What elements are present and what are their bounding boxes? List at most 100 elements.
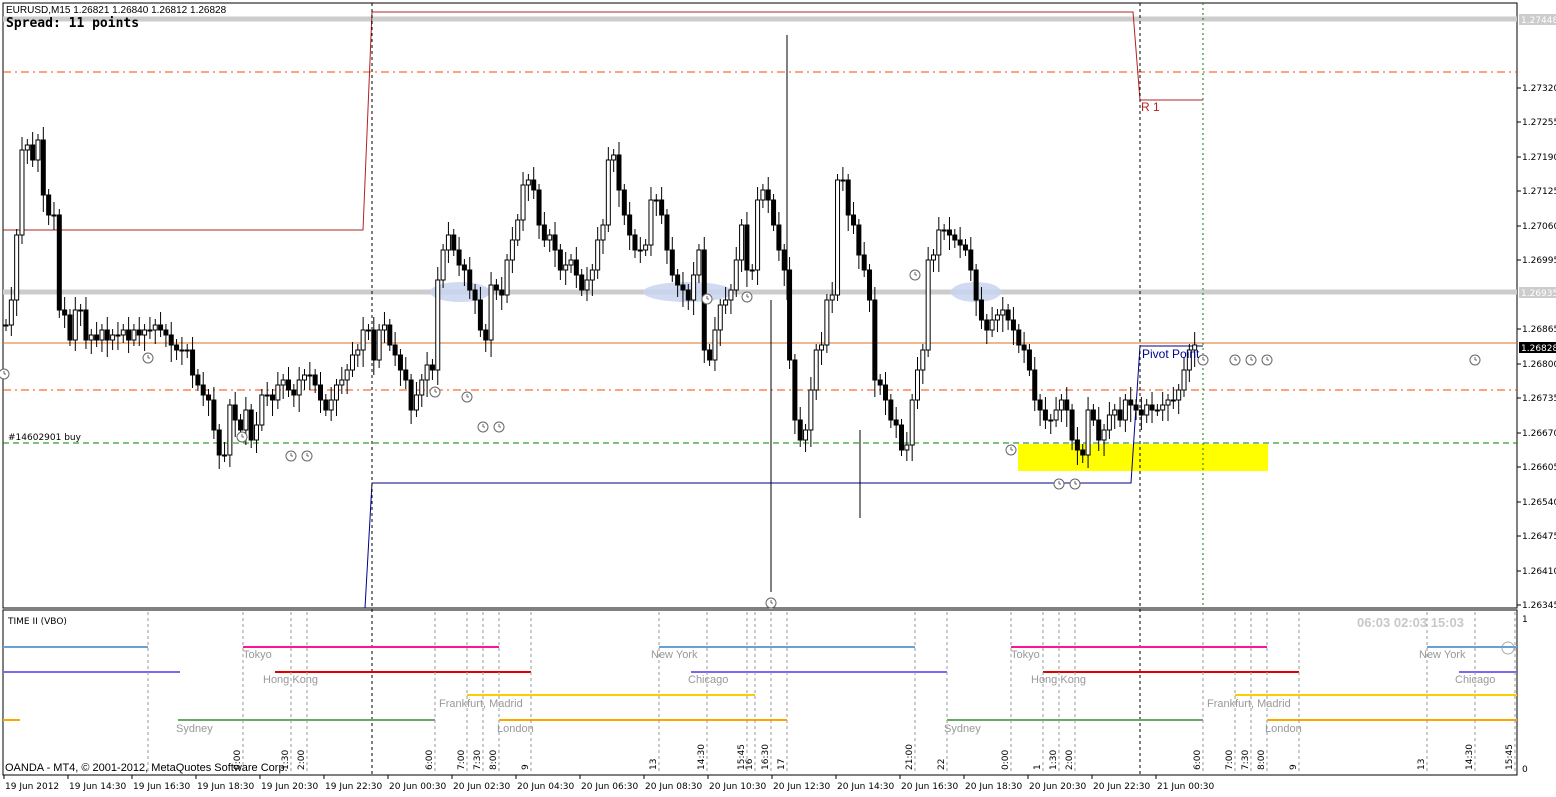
candle-body — [675, 274, 681, 286]
candle-body — [280, 379, 286, 386]
candle-body — [445, 234, 451, 251]
price-tick-label: 1.26995 — [1522, 256, 1556, 266]
candle-body — [909, 399, 915, 446]
candle-body — [163, 329, 169, 336]
candle-body — [563, 264, 569, 271]
candle-body — [1026, 349, 1032, 371]
candle-body — [605, 159, 611, 226]
clock-event-icon[interactable] — [1197, 354, 1209, 366]
candle-body — [584, 279, 590, 291]
candle-body — [211, 399, 217, 431]
clock-event-icon[interactable] — [493, 421, 505, 433]
time-tick-label: 20 Jun 02:30 — [453, 782, 510, 792]
candle-body — [691, 274, 697, 301]
time-tick-label: 20 Jun 20:30 — [1029, 782, 1086, 792]
candle-body — [264, 394, 270, 397]
clock-event-icon[interactable] — [1261, 354, 1273, 366]
price-tick-label: 1.26540 — [1522, 498, 1556, 508]
time-tick-label: 19 Jun 22:30 — [325, 782, 382, 792]
clock-event-icon[interactable] — [1229, 354, 1241, 366]
price-axis[interactable]: 1.27320 1.27255 1.27190 1.27125 1.27060 1.269… — [1517, 14, 1556, 611]
pivot-label[interactable]: Pivot Point — [1142, 347, 1200, 361]
r1-label[interactable]: R 1 — [1141, 100, 1160, 114]
candle-body — [707, 349, 713, 361]
candle-body — [67, 314, 73, 341]
candle-body — [1064, 399, 1070, 411]
clock-event-icon[interactable] — [765, 597, 777, 609]
hour-mark-label: 1:30 — [281, 750, 291, 770]
candle-body — [867, 269, 873, 301]
indicator-frame[interactable] — [2, 609, 1518, 776]
candle-body — [1181, 369, 1187, 391]
candle-body — [323, 399, 329, 411]
candle-body — [3, 324, 9, 327]
clock-event-icon[interactable] — [1005, 444, 1017, 456]
hour-mark-label: 15:45 — [737, 744, 747, 770]
clock-event-icon[interactable] — [429, 386, 441, 398]
candle-body — [1154, 409, 1160, 412]
pivot-line[interactable] — [364, 345, 1203, 609]
candle-body — [88, 334, 94, 341]
hour-mark-label: 16 — [745, 758, 755, 770]
main-chart-frame[interactable] — [2, 2, 1518, 609]
hour-mark-label: 15:45 — [1505, 744, 1515, 770]
order-label[interactable]: #14602901 buy — [8, 433, 82, 443]
event-markers[interactable] — [0, 269, 1481, 609]
clock-event-icon[interactable] — [909, 269, 921, 281]
candle-body — [371, 329, 377, 361]
candle-body — [333, 384, 339, 401]
hour-mark-label: 22 — [937, 759, 947, 770]
price-tick-label: 1.26735 — [1522, 394, 1556, 404]
clock-event-icon[interactable] — [1053, 478, 1065, 490]
candle-body — [339, 379, 345, 386]
clock-event-icon[interactable] — [1069, 478, 1081, 490]
price-tick-label: 1.27320 — [1522, 84, 1556, 94]
candle-body — [1106, 414, 1112, 431]
clock-event-icon[interactable] — [0, 368, 10, 380]
clock-event-icon[interactable] — [461, 391, 473, 403]
clock-event-icon[interactable] — [477, 421, 489, 433]
time-tick-label: 19 Jun 20:30 — [261, 782, 318, 792]
candle-body — [669, 249, 675, 276]
hour-mark-label: 9 — [521, 764, 531, 770]
clock-event-icon[interactable] — [236, 431, 248, 443]
candle-body — [637, 249, 643, 252]
hour-mark-label: 13 — [1417, 759, 1427, 770]
clock-event-icon[interactable] — [1469, 354, 1481, 366]
candle-body — [920, 349, 926, 371]
clock-event-icon[interactable] — [142, 352, 154, 364]
hour-mark-label: 16:30 — [761, 744, 771, 770]
clock-event-icon[interactable] — [301, 450, 313, 462]
r1-line[interactable] — [3, 11, 1203, 231]
clock-event-icon[interactable] — [1245, 354, 1257, 366]
candle-body — [973, 269, 979, 301]
candle-body — [851, 214, 857, 226]
candle-body — [1021, 344, 1027, 351]
candle-body — [941, 229, 947, 232]
session-city-label: Tokyo — [1011, 649, 1040, 661]
candle-body — [1122, 399, 1128, 421]
clock-event-icon[interactable] — [701, 293, 713, 305]
candle-body — [835, 179, 841, 296]
time-tick-label: 20 Jun 08:30 — [645, 782, 702, 792]
demand-zone[interactable] — [1018, 444, 1268, 471]
candle-body — [35, 139, 41, 161]
candle-body — [477, 299, 483, 331]
hour-mark-label: 14:30 — [1465, 744, 1475, 770]
time-axis[interactable]: 19 Jun 2012 19 Jun 14:30 19 Jun 16:30 19 Ju… — [3, 775, 1214, 792]
candle-body — [1090, 409, 1096, 421]
candle-body — [344, 369, 350, 381]
candle-body — [286, 379, 292, 391]
candle-body — [483, 329, 489, 341]
price-tick-label: 1.26345 — [1522, 601, 1556, 611]
candle-body — [392, 344, 398, 356]
hour-mark-label: 7:00 — [1225, 750, 1235, 770]
clock-event-icon[interactable] — [285, 450, 297, 462]
clock-event-icon[interactable] — [741, 291, 753, 303]
candle-body — [1133, 404, 1139, 411]
candle-body — [99, 329, 105, 341]
session-city-label: Frankfurt, Madrid — [439, 698, 523, 710]
